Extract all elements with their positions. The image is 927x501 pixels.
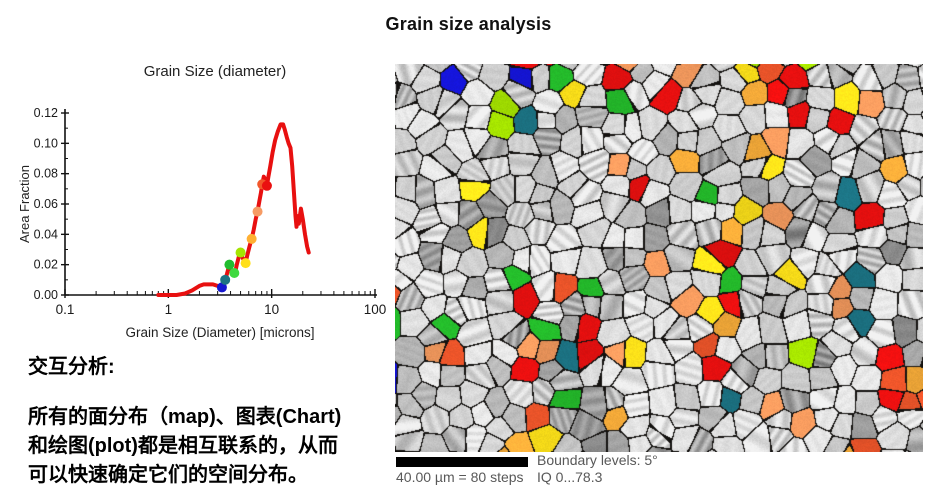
annotation-heading: 交互分析: bbox=[28, 356, 115, 378]
grain-map-image bbox=[395, 64, 923, 452]
svg-text:0.04: 0.04 bbox=[34, 227, 58, 241]
svg-text:0.00: 0.00 bbox=[34, 288, 58, 302]
grain-size-chart: 0.1 1 10 100 0.00 0.02 0.04 0.06 0.08 0.10 0.12 Gra… bbox=[17, 58, 390, 350]
page-title: Grain size analysis bbox=[385, 14, 552, 34]
svg-text:1: 1 bbox=[165, 302, 173, 317]
scale-bar-label: 40.00 µm = 80 steps bbox=[396, 469, 524, 485]
iq-range-label: IQ 0...78.3 bbox=[537, 469, 603, 485]
map-caption: Boundary levels: 5° IQ 0...78.3 bbox=[537, 452, 658, 486]
svg-text:10: 10 bbox=[264, 302, 279, 317]
boundary-levels-label: Boundary levels: 5° bbox=[537, 452, 658, 468]
svg-text:0.08: 0.08 bbox=[34, 167, 58, 181]
svg-text:0.10: 0.10 bbox=[34, 136, 58, 150]
annotation-line: 和绘图(plot)都是相互联系的，从而 bbox=[28, 435, 338, 457]
svg-text:0.06: 0.06 bbox=[34, 197, 58, 211]
grain-size-chart-svg: 0.1 1 10 100 0.00 0.02 0.04 0.06 0.08 0.10 0.12 Gra… bbox=[17, 63, 387, 340]
svg-text:0.1: 0.1 bbox=[56, 302, 75, 317]
annotation-block: 交互分析: 所有的面分布（map)、图表(Chart) 和绘图(plot)都是相… bbox=[28, 350, 398, 490]
svg-text:100: 100 bbox=[364, 302, 387, 317]
annotation-line: 所有的面分布（map)、图表(Chart) bbox=[28, 406, 342, 428]
svg-text:Area Fraction: Area Fraction bbox=[18, 165, 32, 243]
scale-bar bbox=[396, 457, 528, 467]
annotation-line: 可以快速确定它们的空间分布。 bbox=[28, 464, 308, 486]
svg-text:Grain Size (diameter): Grain Size (diameter) bbox=[144, 63, 287, 80]
svg-text:0.12: 0.12 bbox=[34, 106, 58, 120]
svg-text:0.02: 0.02 bbox=[34, 258, 58, 272]
svg-text:Grain Size (Diameter) [microns: Grain Size (Diameter) [microns] bbox=[125, 325, 314, 340]
